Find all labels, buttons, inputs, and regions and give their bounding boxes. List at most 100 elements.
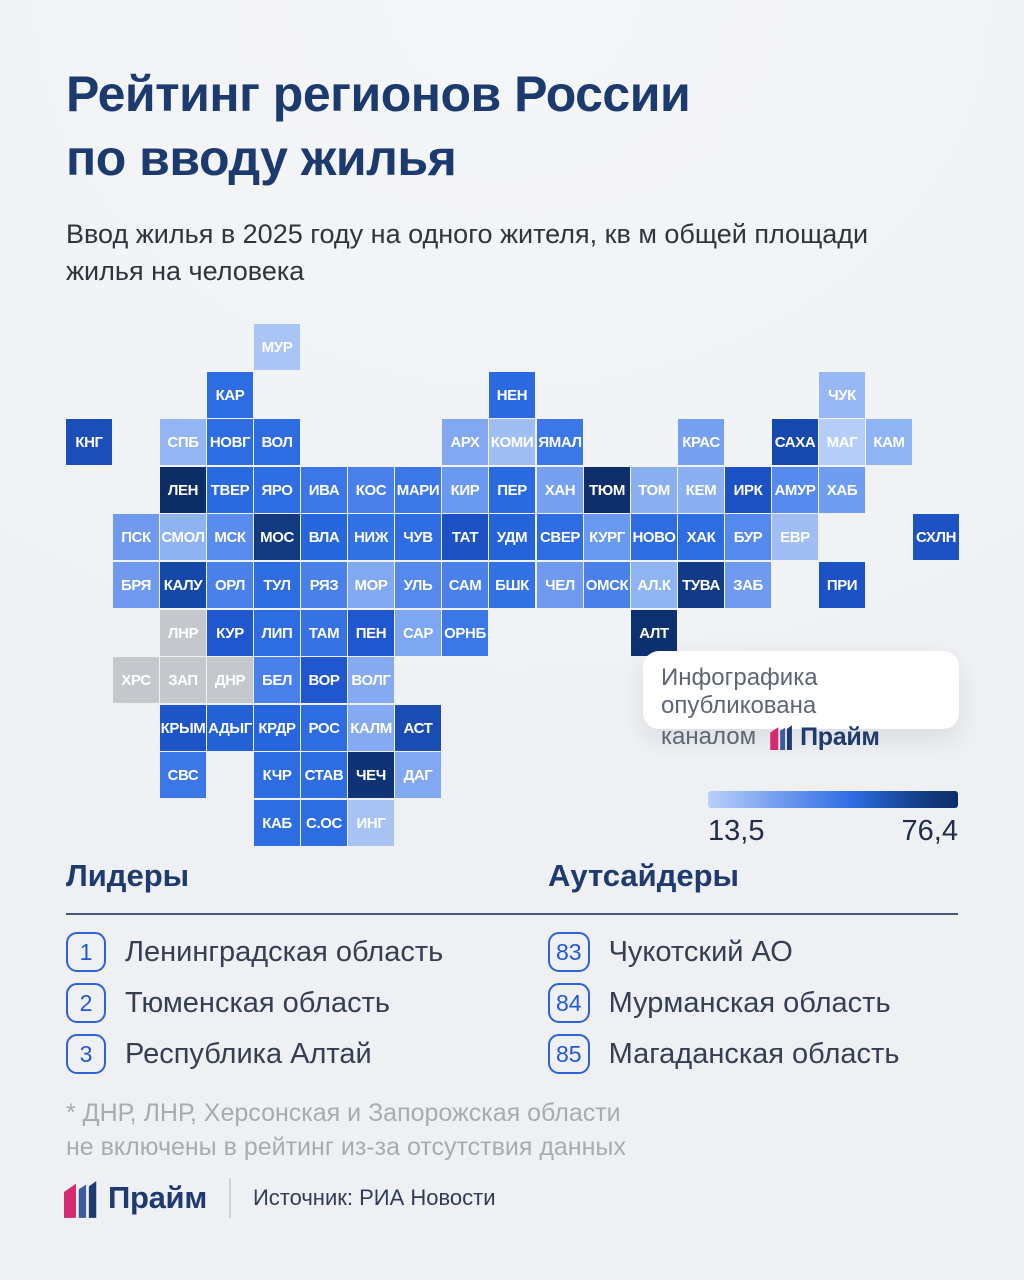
map-tile: ЧУК — [819, 372, 865, 418]
page-title-line2: по вводу жилья — [66, 130, 457, 186]
page-title: Рейтинг регионов России по вводу жилья — [66, 62, 691, 190]
footer-divider — [228, 1178, 231, 1218]
map-tile: ЛЕН — [160, 467, 206, 513]
map-tile: АЛ.К — [631, 562, 677, 608]
map-tile: ВОЛГ — [348, 657, 394, 703]
map-tile: ЕВР — [772, 514, 818, 560]
map-tile: ПСК — [113, 514, 159, 560]
map-tile: ТВЕР — [207, 467, 253, 513]
map-tile: ПЕН — [348, 610, 394, 656]
publisher-badge: Инфографика опубликована каналом Прайм — [643, 651, 959, 751]
map-tile: СТАВ — [301, 752, 347, 798]
map-tile: БШК — [489, 562, 535, 608]
map-tile: КОМИ — [489, 419, 535, 465]
map-tile: ТУЛ — [254, 562, 300, 608]
map-tile: МУР — [254, 324, 300, 370]
map-tile: ЧЕЧ — [348, 752, 394, 798]
rank-badge: 84 — [548, 983, 590, 1023]
list-item: 1 Ленинградская область — [66, 932, 443, 972]
map-tile: С.ОС — [301, 800, 347, 846]
map-tile: РОС — [301, 705, 347, 751]
map-tile: КАЛМ — [348, 705, 394, 751]
map-tile: ЧЕЛ — [537, 562, 583, 608]
map-tile: ПЕР — [489, 467, 535, 513]
map-tile: ЯРО — [254, 467, 300, 513]
lists-divider-line — [66, 913, 958, 915]
map-tile: МАРИ — [395, 467, 441, 513]
map-tile: БРЯ — [113, 562, 159, 608]
map-tile: КАБ — [254, 800, 300, 846]
rank-badge: 3 — [66, 1034, 106, 1074]
page-subtitle-line2: жилья на человека — [66, 256, 305, 286]
map-tile: СПБ — [160, 419, 206, 465]
badge-brand: Прайм — [770, 722, 880, 752]
map-tile: САХА — [772, 419, 818, 465]
region-name: Республика Алтай — [125, 1037, 372, 1070]
color-scale-legend: 13,5 76,4 — [708, 791, 958, 848]
map-tile: КИР — [442, 467, 488, 513]
list-item: 85 Магаданская область — [548, 1034, 899, 1074]
map-tile: МОС — [254, 514, 300, 560]
map-tile: АДЫГ — [207, 705, 253, 751]
list-item: 2 Тюменская область — [66, 983, 443, 1023]
map-tile: ТАМ — [301, 610, 347, 656]
map-tile: ТОМ — [631, 467, 677, 513]
map-tile: КОС — [348, 467, 394, 513]
map-tile: ХАК — [678, 514, 724, 560]
map-tile: ДАГ — [395, 752, 441, 798]
map-tile: КАР — [207, 372, 253, 418]
legend-labels: 13,5 76,4 — [708, 815, 958, 848]
map-tile: ВЛА — [301, 514, 347, 560]
map-tile: ИРК — [725, 467, 771, 513]
map-tile: НОВО — [631, 514, 677, 560]
prime-logo-icon — [770, 724, 794, 750]
map-tile: МАГ — [819, 419, 865, 465]
region-name: Чукотский АО — [608, 935, 793, 968]
map-tile: КРАС — [678, 419, 724, 465]
map-tile: КУРГ — [584, 514, 630, 560]
prime-logo-icon — [64, 1179, 99, 1218]
map-tile: КАМ — [866, 419, 912, 465]
map-tile: ВОР — [301, 657, 347, 703]
map-tile: АМУР — [772, 467, 818, 513]
map-tile: КНГ — [66, 419, 112, 465]
map-tile: САР — [395, 610, 441, 656]
map-tile: НИЖ — [348, 514, 394, 560]
map-tile: ТЮМ — [584, 467, 630, 513]
map-tile: УЛЬ — [395, 562, 441, 608]
region-name: Тюменская область — [125, 986, 391, 1019]
map-tile: АРХ — [442, 419, 488, 465]
map-tile: КЧР — [254, 752, 300, 798]
map-tile: НОВГ — [207, 419, 253, 465]
map-tile: ПРИ — [819, 562, 865, 608]
map-tile: ИНГ — [348, 800, 394, 846]
rank-badge: 2 — [66, 983, 106, 1023]
footnote-line1: * ДНР, ЛНР, Херсонская и Запорожская обл… — [66, 1099, 621, 1127]
page-subtitle: Ввод жилья в 2025 году на одного жителя,… — [66, 216, 868, 290]
leaders-heading: Лидеры — [66, 858, 190, 893]
page-title-line1: Рейтинг регионов России — [66, 66, 691, 122]
outsiders-heading: Аутсайдеры — [548, 858, 740, 893]
map-tile: ХАН — [537, 467, 583, 513]
region-name: Магаданская область — [608, 1037, 900, 1070]
leaders-list: 1 Ленинградская область 2 Тюменская обла… — [66, 932, 443, 1085]
footnote-line2: не включены в рейтинг из-за отсутствия д… — [66, 1133, 626, 1161]
map-tile: ЛИП — [254, 610, 300, 656]
map-tile: ЧУВ — [395, 514, 441, 560]
map-tile: ОРЛ — [207, 562, 253, 608]
map-tile: КУР — [207, 610, 253, 656]
map-tile: МОР — [348, 562, 394, 608]
map-tile: НЕН — [489, 372, 535, 418]
map-tile: СВЕР — [537, 514, 583, 560]
map-tile: КЕМ — [678, 467, 724, 513]
badge-text-prefix: каналом — [661, 723, 757, 750]
page-subtitle-line1: Ввод жилья в 2025 году на одного жителя,… — [66, 219, 869, 249]
rank-badge: 85 — [548, 1034, 590, 1074]
map-tile: ВОЛ — [254, 419, 300, 465]
map-tile: МСК — [207, 514, 253, 560]
map-tile: РЯЗ — [301, 562, 347, 608]
map-tile: СВС — [160, 752, 206, 798]
footnote: * ДНР, ЛНР, Херсонская и Запорожская обл… — [66, 1096, 626, 1164]
